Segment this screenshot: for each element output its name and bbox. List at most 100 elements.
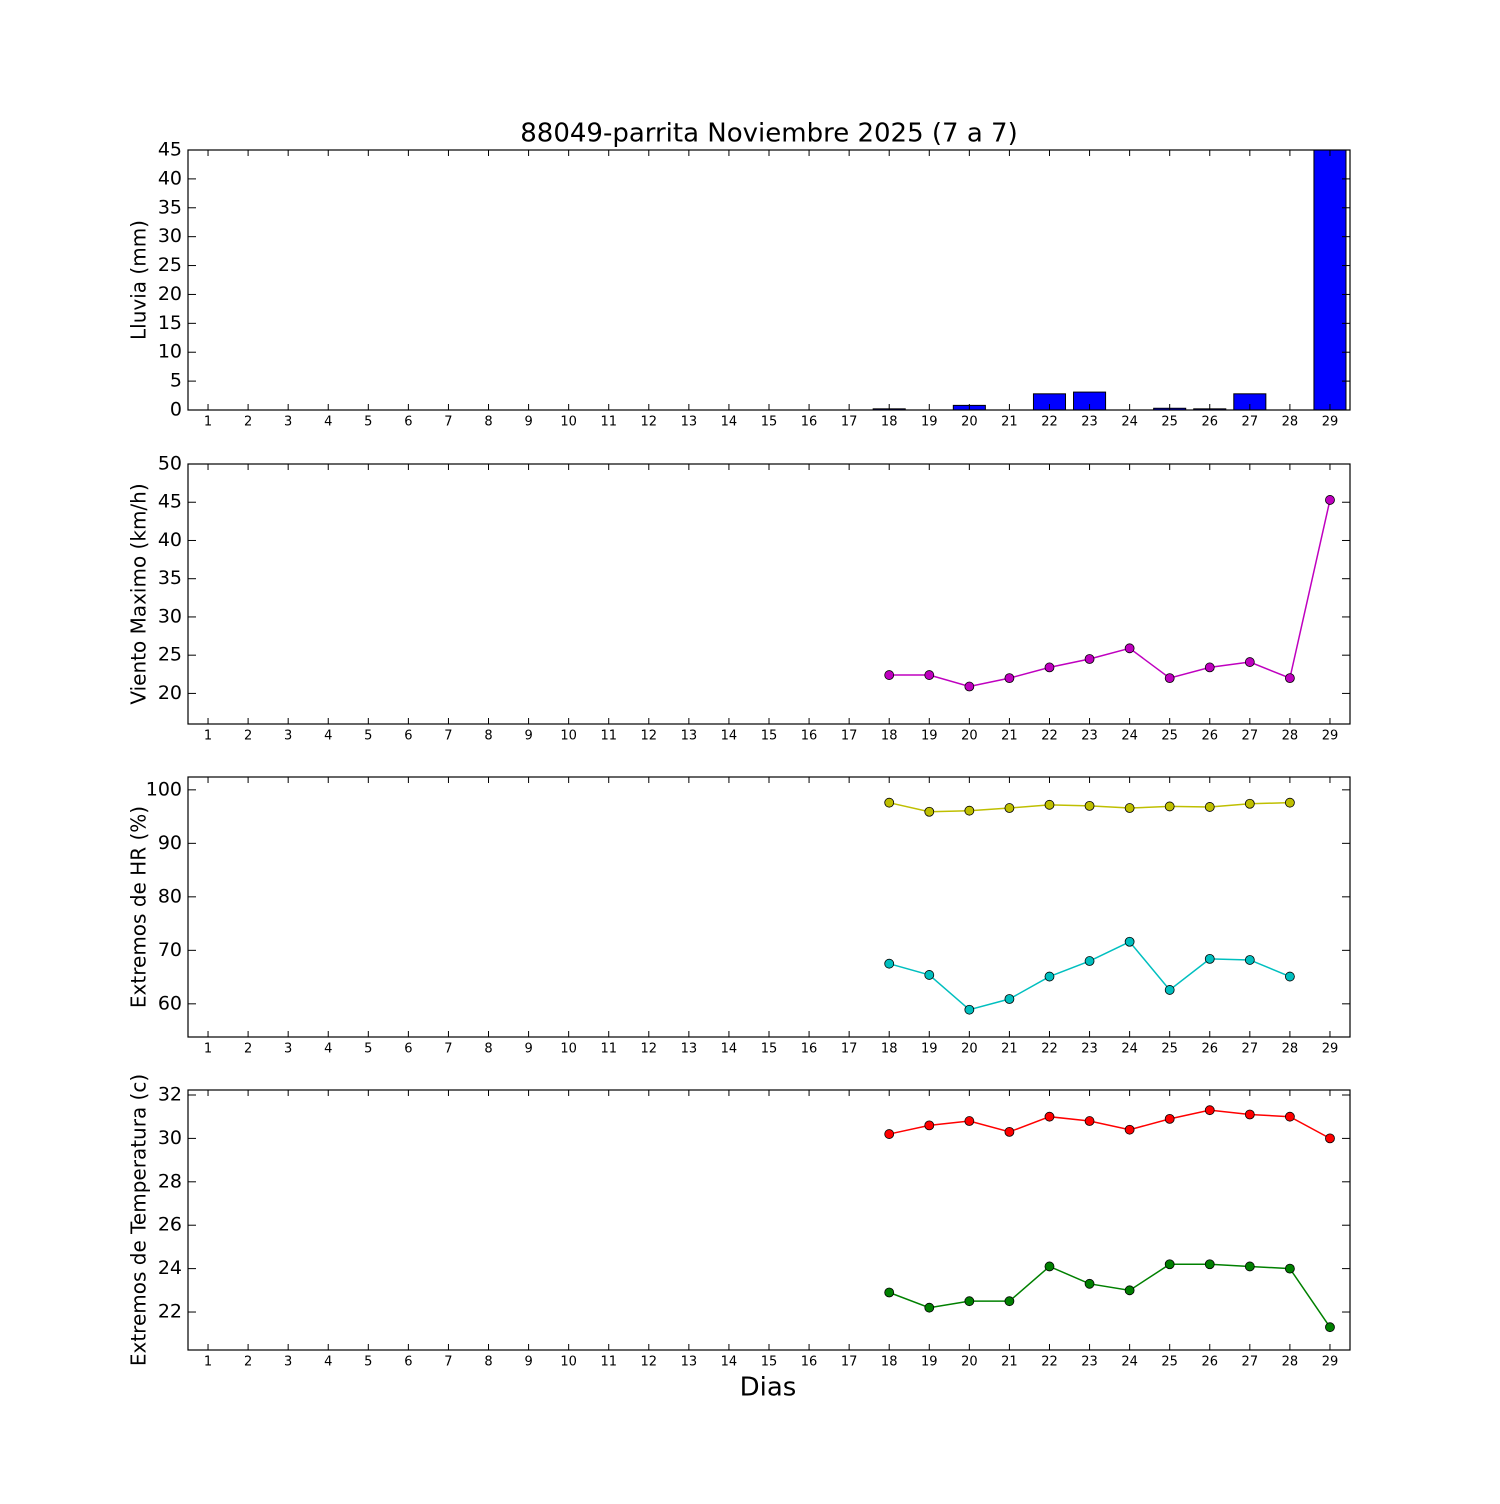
- y-tick-label: 30: [158, 1127, 182, 1149]
- x-tick-label: 9: [524, 1355, 532, 1370]
- y-tick-label: 5: [170, 370, 182, 392]
- x-tick-label: 7: [444, 729, 452, 744]
- point: [964, 805, 975, 816]
- x-tick-label: 6: [404, 1042, 412, 1057]
- point: [1084, 956, 1095, 966]
- x-tick-label: 17: [841, 415, 858, 430]
- point: [1244, 657, 1255, 667]
- x-tick-label: 28: [1282, 1355, 1299, 1370]
- point: [884, 958, 895, 969]
- x-tick-label: 17: [841, 729, 858, 744]
- x-tick-label: 8: [484, 729, 492, 744]
- point: [1204, 662, 1215, 673]
- point: [1284, 1263, 1295, 1274]
- point: [1325, 1133, 1335, 1144]
- x-tick-label: 15: [761, 1042, 778, 1057]
- x-tick-label: 13: [681, 1042, 698, 1057]
- point: [1044, 1111, 1055, 1122]
- x-tick-label: 6: [404, 1355, 412, 1370]
- x-tick-label: 15: [761, 729, 778, 744]
- x-tick-label: 12: [641, 415, 658, 430]
- x-tick-label: 12: [641, 1042, 658, 1057]
- point: [1044, 799, 1055, 810]
- x-tick-label: 21: [1001, 1042, 1018, 1057]
- x-tick-label: 15: [761, 1355, 778, 1370]
- point: [924, 1120, 935, 1131]
- point: [1284, 797, 1295, 808]
- chart-title: 88049-parrita Noviembre 2025 (7 a 7): [520, 119, 1018, 149]
- point: [1004, 803, 1015, 813]
- x-tick-label: 16: [801, 729, 818, 744]
- x-tick-label: 28: [1282, 415, 1299, 430]
- y-tick-label: 60: [158, 992, 182, 1014]
- y-tick-label: 0: [170, 399, 182, 421]
- x-tick-label: 2: [244, 1355, 252, 1370]
- y-tick-label: 40: [158, 167, 182, 189]
- x-tick-label: 21: [1001, 1355, 1018, 1370]
- x-tick-label: 22: [1041, 729, 1058, 744]
- x-tick-label: 25: [1161, 415, 1178, 430]
- x-tick-label: 19: [921, 729, 938, 744]
- x-tick-label: 26: [1201, 1355, 1218, 1370]
- point: [1084, 800, 1095, 811]
- x-tick-label: 5: [364, 1355, 372, 1370]
- y-tick-label: 35: [158, 567, 182, 589]
- y-axis-label: Extremos de HR (%): [127, 806, 151, 1008]
- y-tick-label: 20: [158, 682, 182, 704]
- point: [1244, 955, 1255, 965]
- x-tick-label: 24: [1121, 415, 1138, 430]
- point: [1204, 953, 1215, 964]
- bar: [1313, 149, 1347, 411]
- point: [1244, 1109, 1255, 1120]
- x-tick-label: 17: [841, 1355, 858, 1370]
- point: [1124, 643, 1135, 654]
- x-tick-label: 29: [1322, 729, 1339, 744]
- x-tick-label: 28: [1282, 1042, 1299, 1057]
- point: [1204, 1259, 1215, 1270]
- point: [1164, 673, 1175, 684]
- x-tick-label: 8: [484, 1355, 492, 1370]
- point: [1164, 1113, 1175, 1124]
- x-tick-label: 17: [841, 1042, 858, 1057]
- x-tick-label: 23: [1081, 415, 1098, 430]
- y-axis-label: Viento Maximo (km/h): [127, 483, 151, 704]
- x-tick-label: 26: [1201, 1042, 1218, 1057]
- x-tick-label: 10: [560, 415, 577, 430]
- y-tick-label: 25: [158, 254, 182, 276]
- y-axis-label: Extremos de Temperatura (c): [127, 1074, 151, 1366]
- x-tick-label: 12: [641, 1355, 658, 1370]
- point: [1164, 801, 1175, 812]
- x-tick-label: 25: [1161, 729, 1178, 744]
- x-tick-label: 29: [1322, 1355, 1339, 1370]
- x-tick-label: 4: [324, 1355, 332, 1370]
- x-tick-label: 18: [881, 1355, 898, 1370]
- x-tick-label: 22: [1041, 415, 1058, 430]
- x-tick-label: 20: [961, 1355, 978, 1370]
- point: [1004, 1296, 1015, 1307]
- y-tick-label: 24: [158, 1257, 182, 1279]
- x-tick-label: 3: [284, 415, 292, 430]
- point: [884, 1287, 895, 1298]
- point: [964, 681, 975, 692]
- point: [1204, 802, 1215, 812]
- y-tick-label: 70: [158, 939, 182, 961]
- line: [888, 1263, 1331, 1328]
- y-tick-label: 35: [158, 196, 182, 218]
- point: [924, 806, 935, 817]
- x-tick-label: 5: [364, 729, 372, 744]
- x-tick-label: 23: [1081, 1355, 1098, 1370]
- x-tick-label: 9: [524, 415, 532, 430]
- point: [1124, 1285, 1135, 1296]
- y-tick-label: 20: [158, 283, 182, 305]
- x-tick-label: 3: [284, 1042, 292, 1057]
- point: [1124, 1124, 1135, 1135]
- x-tick-label: 2: [244, 1042, 252, 1057]
- y-tick-label: 100: [146, 778, 182, 800]
- x-tick-label: 7: [444, 1355, 452, 1370]
- point: [1164, 1259, 1175, 1270]
- x-tick-label: 4: [324, 729, 332, 744]
- y-tick-label: 30: [158, 605, 182, 627]
- x-tick-label: 14: [721, 729, 738, 744]
